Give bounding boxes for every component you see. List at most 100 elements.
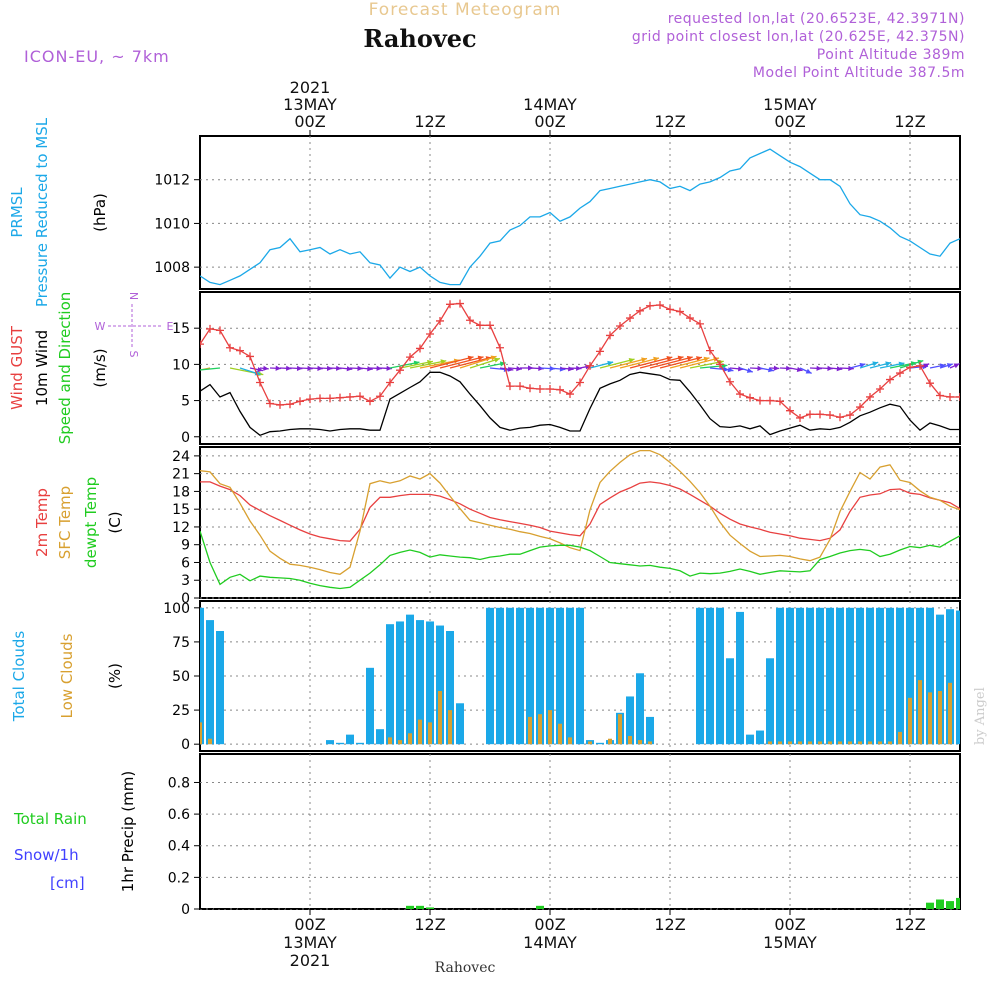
legend-snow: Snow/1h — [14, 846, 79, 864]
panel-wind: 0 5 10 15 Wind GUST 10m Wind Speed and Directi… — [8, 291, 961, 446]
gust-marker — [746, 393, 754, 402]
time-label-bottom: 12Z — [654, 915, 685, 934]
gust-marker — [416, 344, 424, 353]
temperature-frame — [199, 446, 961, 599]
low-cloud-bar — [538, 714, 542, 745]
gust-marker — [236, 346, 244, 355]
low-cloud-bar — [428, 722, 432, 745]
gust-marker — [556, 385, 564, 394]
temperature-ytick-label: 0 — [181, 591, 190, 607]
model-altitude: Model Point Altitude 387.5m — [753, 65, 965, 81]
gust-marker — [956, 392, 960, 401]
gust-marker — [926, 379, 934, 388]
wind-arrow-head — [786, 365, 792, 371]
gust-marker — [936, 391, 944, 400]
wind-arrow-head — [386, 365, 393, 371]
low-cloud-bar — [568, 737, 572, 745]
clouds-ytick-label: 25 — [172, 703, 190, 719]
wind-arrow-head — [346, 366, 353, 372]
gust-marker — [276, 400, 284, 409]
wind-arrow-head — [493, 357, 500, 363]
total-cloud-bar — [866, 607, 874, 745]
rain-bar — [926, 902, 934, 909]
gust-marker — [356, 392, 364, 401]
low-cloud-bar — [898, 731, 902, 745]
temperature-ytick-label: 3 — [181, 573, 190, 589]
gust-marker — [286, 400, 294, 409]
low-cloud-bar — [928, 692, 932, 745]
low-cloud-bar — [918, 680, 922, 745]
gust-marker — [206, 324, 214, 333]
low-cloud-bar — [448, 710, 452, 745]
temperature-ytick-label: 9 — [181, 538, 190, 554]
wind-arrow — [409, 360, 447, 369]
gust-marker — [296, 397, 304, 406]
gust-marker — [716, 360, 724, 369]
low-cloud-bar — [778, 741, 782, 745]
temperature-ytick-label: 21 — [172, 467, 190, 483]
rain-bar — [936, 899, 944, 909]
total-cloud-bar — [706, 607, 714, 745]
total-cloud-bar — [956, 610, 960, 745]
wind-arrow-head — [677, 355, 684, 361]
gust-marker — [266, 399, 274, 408]
time-label-top: 12Z — [654, 112, 685, 131]
temperature-ylabel: 2m Temp — [33, 488, 51, 557]
total-cloud-bar — [716, 607, 724, 745]
gust-marker — [656, 301, 664, 310]
footer-location: Rahovec — [435, 960, 496, 976]
wind-arrow-head — [666, 355, 673, 362]
gust-marker — [256, 378, 264, 387]
year-label-bottom: 2021 — [290, 951, 331, 970]
total-cloud-bar — [596, 742, 604, 745]
low-cloud-bar — [628, 736, 632, 745]
total-cloud-bar — [376, 729, 384, 745]
low-cloud-bar — [888, 741, 892, 745]
wind-arrow-head — [257, 371, 264, 377]
gust-marker — [426, 329, 434, 338]
wind-ylabel: 10m Wind — [33, 330, 51, 406]
total-cloud-bar — [336, 742, 344, 745]
gust-marker — [576, 378, 584, 387]
wind-arrow-head — [336, 365, 342, 371]
wind-arrow-head — [946, 363, 953, 369]
wind-arrow — [200, 367, 221, 371]
low-cloud-bar — [408, 733, 412, 745]
wind-arrow-head — [641, 357, 648, 363]
precip-ytick-label: 0.4 — [168, 839, 190, 855]
legend-snow-unit: [cm] — [50, 874, 85, 892]
wind-ylabel: (m/s) — [91, 348, 109, 387]
rain-bar — [956, 897, 960, 909]
wind-ytick-label: 15 — [172, 321, 190, 337]
low-cloud-bar — [558, 723, 562, 745]
low-cloud-bar — [648, 741, 652, 745]
gust-marker — [386, 378, 394, 387]
wind-arrow-head — [923, 363, 930, 369]
rain-bar — [946, 901, 954, 909]
wind-arrow-head — [490, 355, 497, 361]
wind-arrow — [659, 356, 703, 369]
location-title: Rahovec — [363, 24, 476, 53]
low-cloud-bar — [828, 741, 832, 745]
wind-arrow — [619, 357, 660, 369]
gust-marker — [476, 321, 484, 330]
pressure-plot — [200, 148, 960, 286]
gust-marker — [566, 390, 574, 399]
low-cloud-bar — [868, 741, 872, 745]
time-label-bottom: 00Z — [774, 915, 805, 934]
gust-marker — [726, 377, 734, 386]
gust-marker — [536, 384, 544, 393]
gust-marker — [200, 340, 204, 349]
low-cloud-bar — [768, 741, 772, 745]
low-cloud-bar — [908, 697, 912, 745]
wind-arrow-head — [805, 368, 812, 374]
low-cloud-bar — [838, 741, 842, 745]
temperature-ytick-label: 24 — [172, 449, 190, 465]
low-cloud-bar — [788, 741, 792, 745]
gust-marker — [336, 393, 344, 402]
gust-marker — [816, 410, 824, 419]
wind-arrow-head — [257, 366, 264, 373]
wind-arrow-head — [696, 356, 702, 362]
series-line-sfc-temp — [200, 449, 960, 575]
wind-arrow-head — [367, 366, 373, 372]
